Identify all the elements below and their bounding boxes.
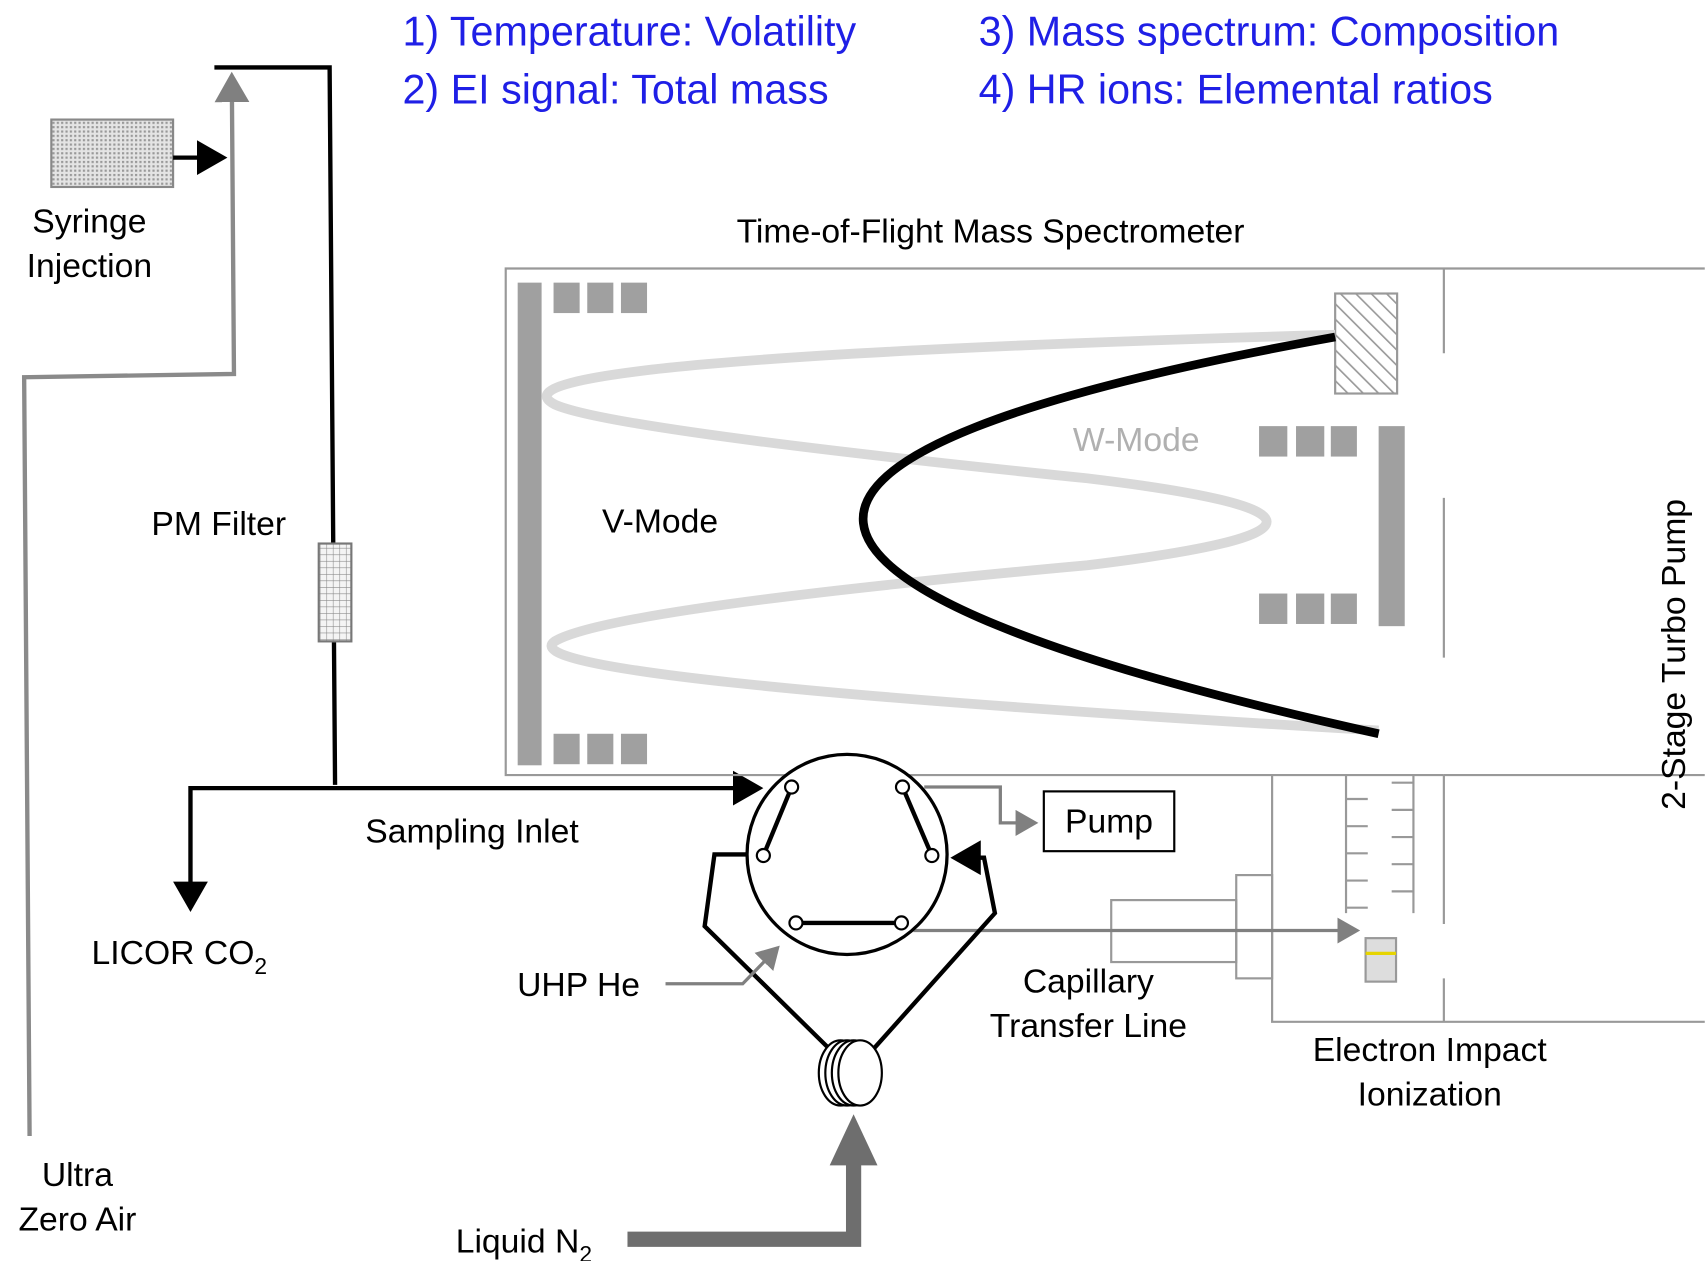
label-text: LICOR CO (92, 935, 255, 972)
valve-channels (761, 786, 934, 926)
label: Injection (27, 248, 152, 285)
tof-box (504, 267, 1705, 777)
label: W-Mode (1073, 422, 1200, 459)
he-line (665, 945, 780, 986)
label: Electron Impact (1313, 1032, 1548, 1069)
label-subscript: 2 (254, 953, 267, 979)
syringe (50, 118, 175, 189)
label-text: Liquid N (456, 1223, 580, 1260)
label: LICOR CO2 (92, 935, 268, 979)
label-subscript: 2 (579, 1241, 592, 1261)
loop-line (865, 840, 998, 1059)
label: Time-of-Flight Mass Spectrometer (737, 213, 1245, 250)
valve-ports (755, 779, 940, 931)
label: Liquid N2 (456, 1223, 592, 1261)
header-line: 1) Temperature: Volatility (402, 9, 856, 55)
reflectron-plate (517, 282, 542, 766)
label: V-Mode (602, 504, 718, 541)
pump-box (1042, 790, 1176, 853)
v-mode-path (858, 332, 1380, 739)
header-line: 3) Mass spectrum: Composition (979, 9, 1560, 55)
label: Ionization (1358, 1077, 1502, 1114)
ion-source (1110, 775, 1415, 983)
label: Transfer Line (990, 1008, 1187, 1045)
label: Syringe (32, 204, 146, 241)
label: PM Filter (151, 506, 286, 543)
label: Pump (1065, 804, 1153, 841)
pump-line (924, 785, 1039, 836)
label: 2-Stage Turbo Pump (1656, 499, 1693, 810)
label: Ultra (42, 1157, 113, 1194)
w-mode-path (541, 329, 1379, 736)
label: Sampling Inlet (365, 813, 579, 850)
pm-filter (317, 542, 353, 643)
detector (1334, 292, 1399, 395)
cryo-coil (817, 1039, 883, 1107)
zero-air-line (21, 71, 250, 1137)
n2-arrowhead (829, 1114, 878, 1166)
header-line: 2) EI signal: Total mass (402, 66, 828, 112)
n2-line (627, 1163, 862, 1247)
label: Zero Air (18, 1202, 136, 1239)
header-line: 4) HR ions: Elemental ratios (979, 66, 1493, 112)
loop-line (702, 852, 839, 1059)
electrodes (553, 282, 1405, 765)
source-box (1271, 775, 1705, 1023)
label: Capillary (1023, 963, 1154, 1000)
label: UHP He (517, 967, 640, 1004)
